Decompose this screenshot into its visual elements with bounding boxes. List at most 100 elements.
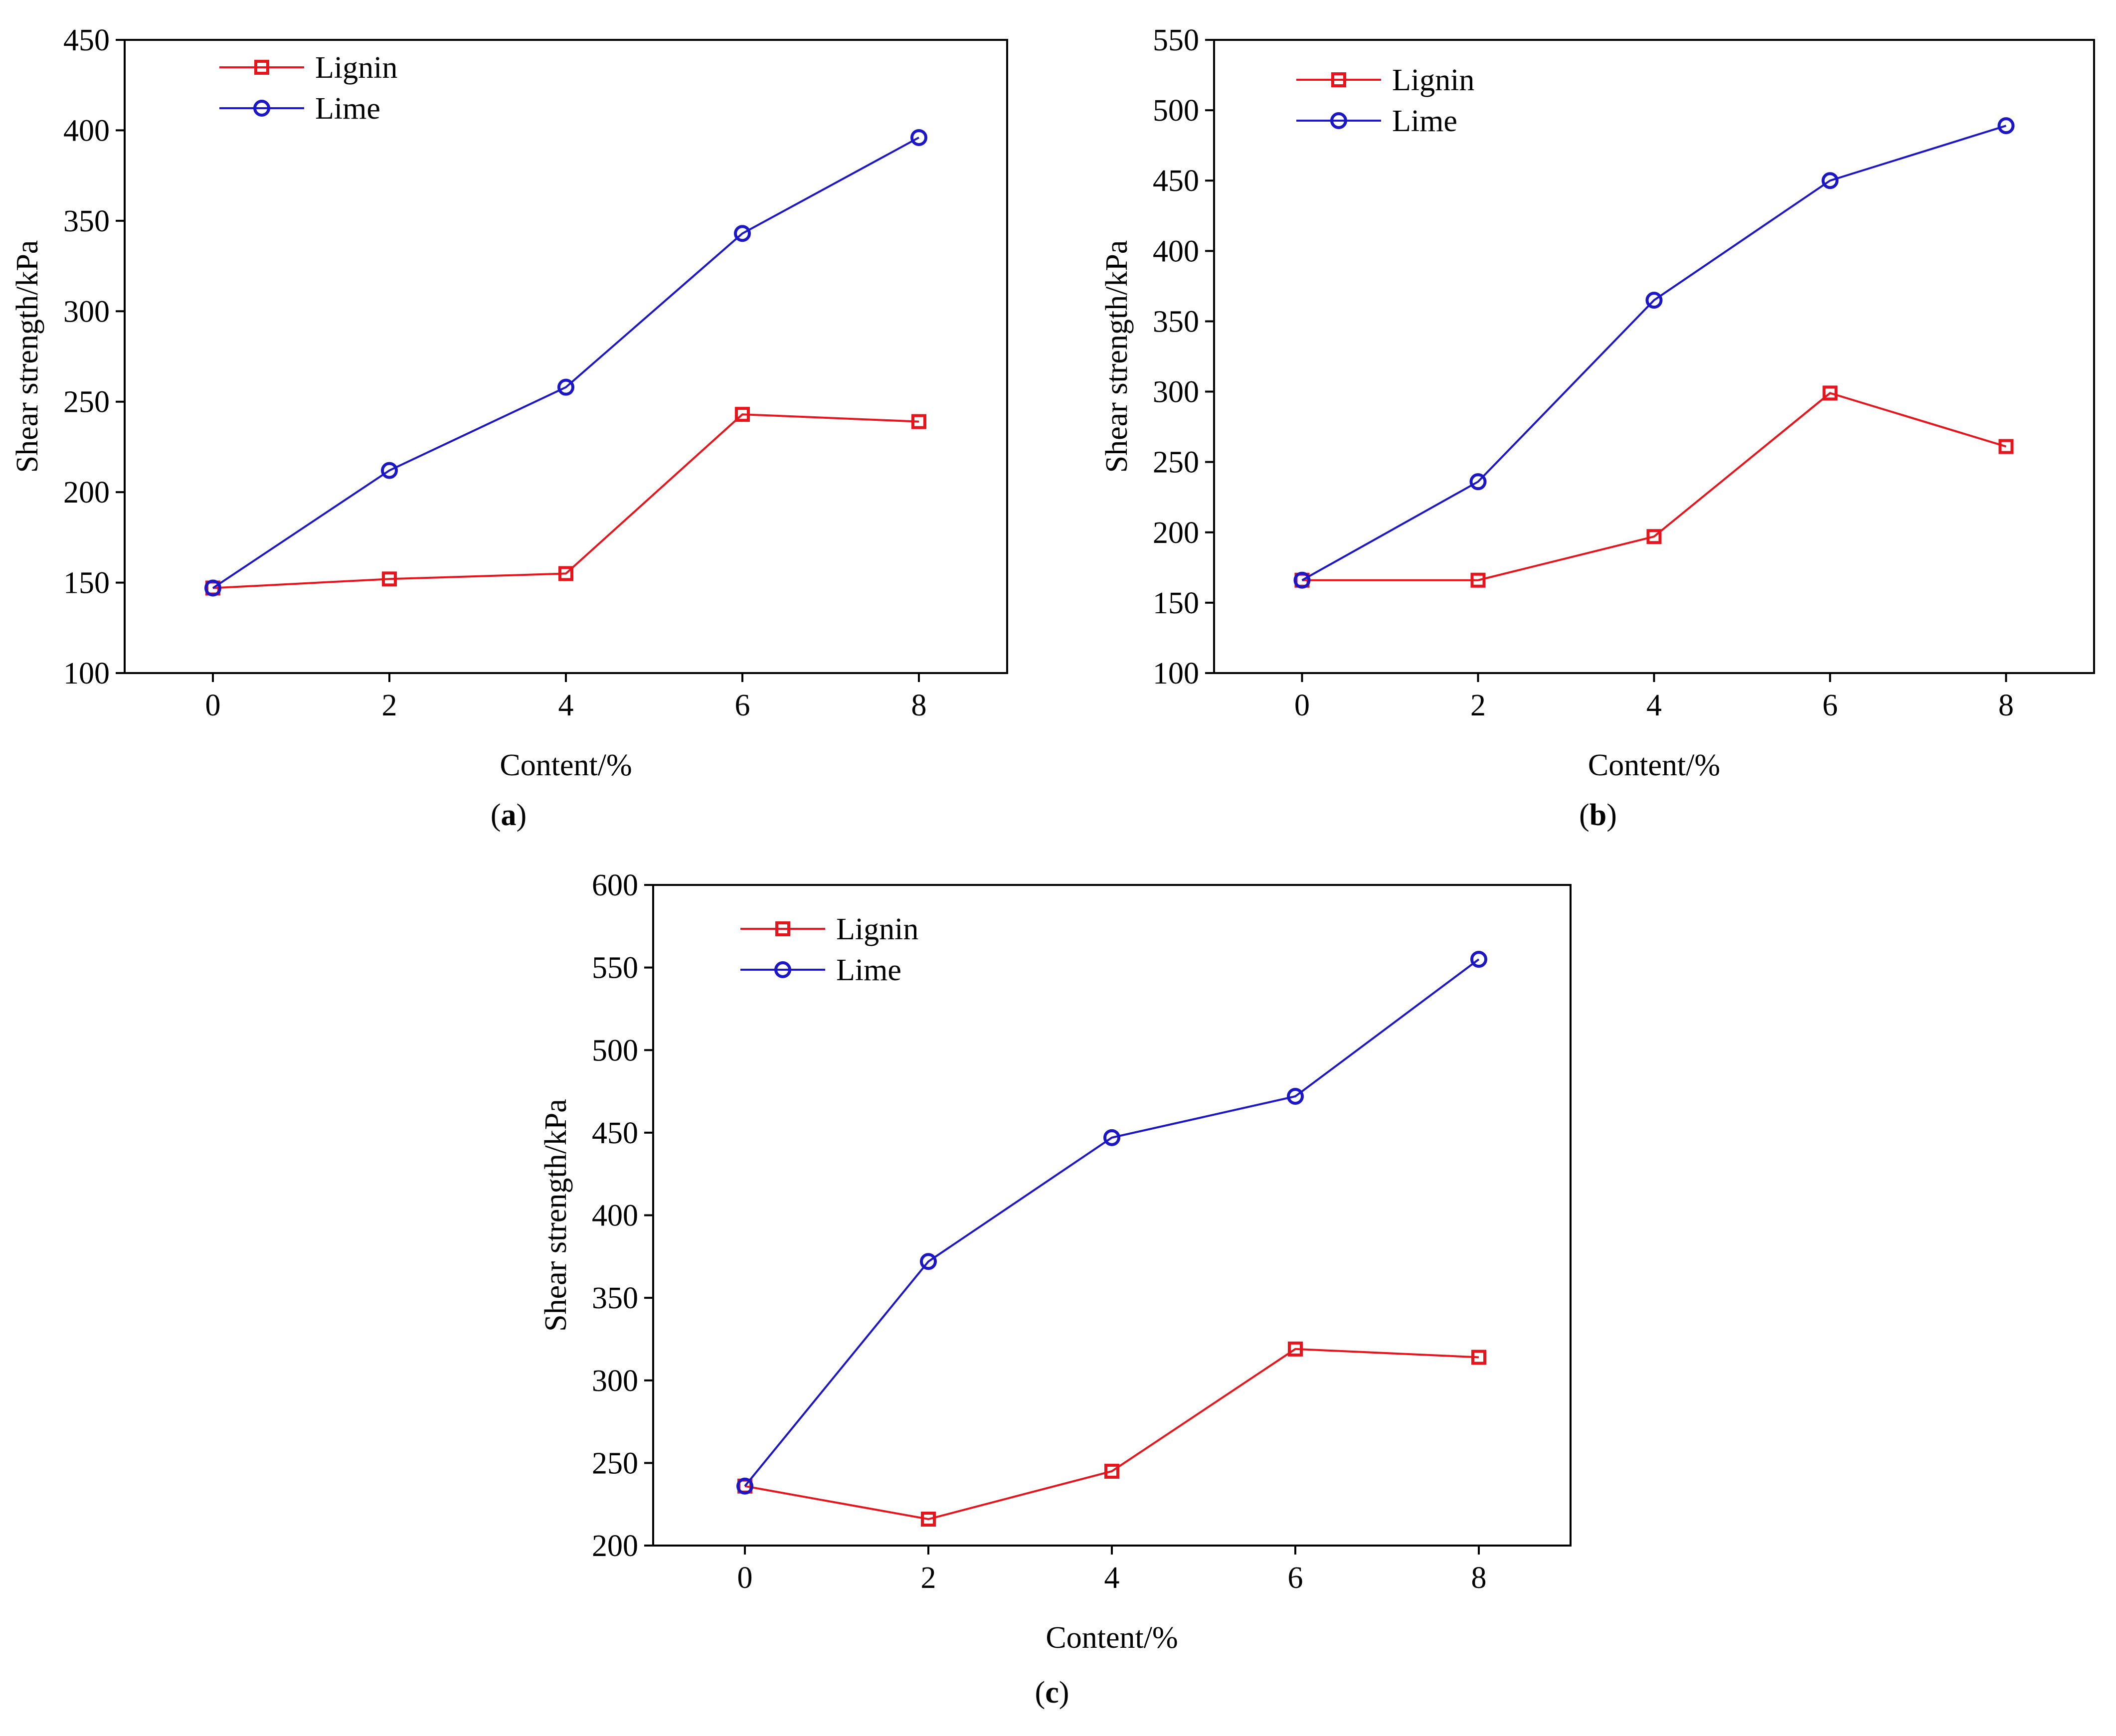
- legend-label: Lime: [836, 953, 901, 987]
- x-axis-title: Content/%: [1046, 1621, 1178, 1655]
- panel-c-chart: 200 250 300 350 400 450 500 550 600 0 2 4 6 8 Content/…: [539, 868, 1572, 1710]
- y-tick-label: 450: [592, 1116, 638, 1150]
- series-line-lignin: [744, 1348, 1479, 1521]
- panel-caption: (c): [1035, 1676, 1069, 1710]
- x-tick-label: 2: [382, 689, 397, 722]
- y-axis-title: Shear strength/kPa: [539, 1099, 573, 1332]
- legend-square-marker: [254, 60, 269, 75]
- lignin-point: [1470, 572, 1486, 588]
- x-tick-label: 6: [1822, 689, 1838, 722]
- legend-circle-marker: [774, 961, 791, 978]
- legend-label: Lignin: [1392, 63, 1474, 97]
- y-tick-label: 400: [592, 1199, 638, 1233]
- y-axis-title: Shear strength/kPa: [10, 240, 44, 473]
- lime-point: [1293, 571, 1311, 589]
- legend-circle-marker: [1330, 112, 1347, 129]
- y-axis-title: Shear strength/kPa: [1100, 240, 1134, 473]
- y-tick-label: 450: [1153, 164, 1199, 198]
- panel-a-chart: 100 150 200 250 300 350 400 450 0 2 4 6 8 Content/% Sh…: [10, 23, 1008, 832]
- lime-point: [557, 378, 574, 396]
- x-tick-label: 0: [737, 1561, 753, 1595]
- lignin-point: [1471, 1350, 1486, 1365]
- y-tick-label: 300: [63, 295, 110, 329]
- lime-point: [736, 1477, 753, 1495]
- lignin-point: [558, 566, 573, 581]
- legend: Lignin Lime: [1296, 63, 1474, 138]
- lime-point: [920, 1253, 937, 1270]
- series-lime: [1293, 117, 2015, 589]
- legend-label: Lime: [315, 92, 380, 126]
- y-tick-label: 200: [1153, 516, 1199, 550]
- panel-letter: a: [501, 798, 517, 832]
- lignin-point: [911, 414, 926, 429]
- lime-point: [1997, 117, 2015, 135]
- x-tick-label: 6: [1288, 1561, 1303, 1595]
- lime-point: [910, 129, 927, 146]
- x-axis-title: Content/%: [1588, 748, 1720, 782]
- lime-point: [1103, 1129, 1120, 1146]
- y-tick-label: 150: [1153, 586, 1199, 620]
- y-tick-label: 250: [1153, 446, 1199, 480]
- y-tick-label: 300: [592, 1364, 638, 1398]
- lignin-point: [921, 1512, 936, 1527]
- y-tick-label: 350: [63, 204, 110, 238]
- y-tick-label: 500: [1153, 94, 1199, 128]
- x-tick-label: 8: [911, 689, 927, 722]
- y-tick-label: 100: [1153, 657, 1199, 691]
- y-tick-label: 300: [1153, 375, 1199, 409]
- legend-label: Lignin: [836, 912, 918, 946]
- panel-caption: (a): [491, 798, 527, 832]
- legend-circle-marker: [253, 100, 270, 117]
- y-tick-label: 400: [1153, 234, 1199, 268]
- lime-point: [1470, 951, 1487, 968]
- x-tick-label: 0: [1294, 689, 1310, 722]
- series-lime: [204, 129, 927, 597]
- lime-point: [734, 225, 751, 242]
- y-tick-label: 350: [1153, 305, 1199, 339]
- y-tick-label: 250: [63, 385, 110, 419]
- lignin-point: [382, 571, 397, 587]
- legend-label: Lime: [1392, 104, 1457, 138]
- y-tick-label: 200: [592, 1529, 638, 1563]
- y-tick-label: 550: [592, 951, 638, 985]
- y-tick-label: 150: [63, 566, 110, 600]
- lignin-point: [1288, 1341, 1303, 1357]
- lime-point: [1469, 473, 1487, 491]
- legend: Lignin Lime: [219, 51, 397, 126]
- y-tick-label: 100: [63, 657, 110, 691]
- lignin-point: [1104, 1463, 1119, 1479]
- legend-square-marker: [1331, 72, 1346, 87]
- panel-b-chart: 100 150 200 250 300 350 400 450 500 550 0 2 4 6 8 Conte…: [1100, 23, 2095, 832]
- x-tick-label: 4: [1646, 689, 1662, 722]
- series-line-lime: [1301, 125, 2007, 581]
- lime-point: [1821, 172, 1839, 189]
- series-lignin: [737, 1341, 1486, 1527]
- lignin-point: [735, 407, 750, 422]
- y-tick-label: 500: [592, 1034, 638, 1067]
- y-tick-label: 400: [63, 114, 110, 148]
- y-tick-label: 600: [592, 868, 638, 902]
- series-line-lime: [212, 137, 919, 589]
- x-tick-label: 4: [1104, 1561, 1120, 1595]
- series-line-lignin: [212, 413, 919, 589]
- lignin-point: [1822, 385, 1838, 401]
- x-axis-title: Content/%: [500, 748, 632, 782]
- x-tick-label: 2: [921, 1561, 936, 1595]
- series-lignin: [205, 407, 926, 596]
- y-tick-label: 550: [1153, 23, 1199, 57]
- x-tick-label: 6: [735, 689, 750, 722]
- x-tick-label: 0: [205, 689, 221, 722]
- series-line-lime: [744, 958, 1480, 1487]
- lime-point: [1287, 1088, 1304, 1105]
- x-tick-label: 8: [1998, 689, 2014, 722]
- series-line-lignin: [1302, 392, 2007, 581]
- legend: Lignin Lime: [740, 912, 918, 987]
- lime-point: [1645, 292, 1663, 309]
- lime-point: [381, 462, 398, 479]
- series-lime: [736, 951, 1487, 1495]
- x-tick-label: 8: [1471, 1561, 1487, 1595]
- legend-label: Lignin: [315, 51, 397, 85]
- plot-frame: [652, 884, 1572, 1547]
- y-tick-label: 200: [63, 476, 110, 510]
